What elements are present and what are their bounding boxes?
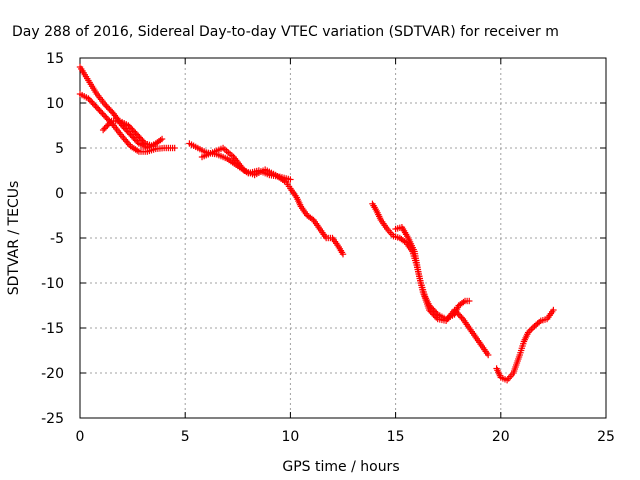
grid-layer: [80, 58, 606, 418]
data-point: [528, 326, 534, 332]
y-tick-label: -20: [41, 366, 64, 382]
x-tick-label: 20: [492, 429, 510, 445]
data-point: [530, 325, 536, 331]
chart-title: Day 288 of 2016, Sidereal Day-to-day VTE…: [12, 24, 559, 40]
x-tick-label: 10: [281, 429, 299, 445]
tick-layer: [80, 58, 606, 418]
y-tick-label: -5: [50, 231, 64, 247]
plot-frame: [80, 58, 606, 418]
x-tick-label: 0: [76, 429, 85, 445]
x-tick-label: 25: [597, 429, 615, 445]
y-tick-label: 0: [55, 186, 64, 202]
y-tick-label: 10: [46, 96, 64, 112]
x-tick-label: 15: [387, 429, 405, 445]
x-tick-label: 5: [181, 429, 190, 445]
y-tick-label: 15: [46, 51, 64, 67]
x-tick-labels: 0 5 10 15 20 25: [76, 429, 615, 445]
x-axis-title: GPS time / hours: [282, 459, 399, 475]
y-tick-label: -10: [41, 276, 64, 292]
data-points: [77, 64, 557, 384]
sdtvar-chart: 0 5 10 15 20 25 -25 -20 -15 -10 -5 0 5 10 15 Day 288 …: [0, 0, 640, 480]
y-tick-label: -15: [41, 321, 64, 337]
y-tick-label: 5: [55, 141, 64, 157]
y-axis-title: SDTVAR / TECUs: [6, 181, 22, 296]
y-tick-label: -25: [41, 411, 64, 427]
y-tick-labels: -25 -20 -15 -10 -5 0 5 10 15: [41, 51, 64, 427]
